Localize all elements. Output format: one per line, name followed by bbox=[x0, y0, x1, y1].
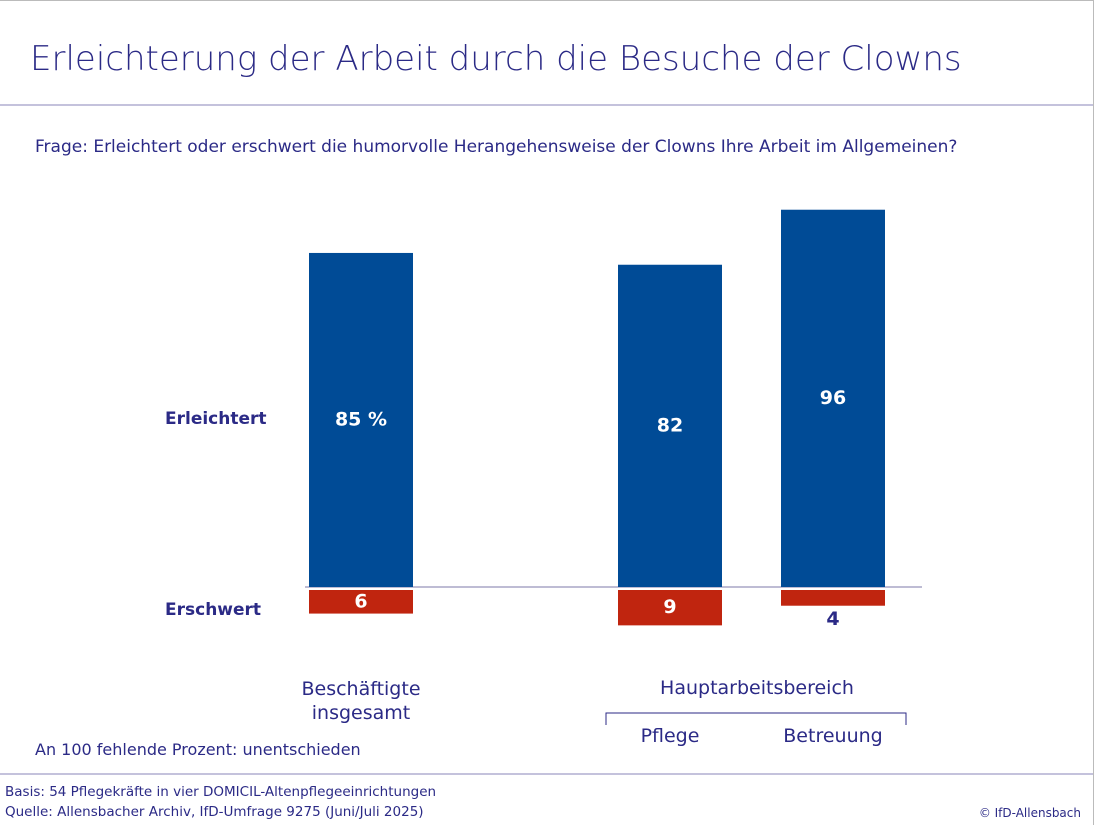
value-label: 82 bbox=[657, 414, 683, 436]
bar bbox=[781, 209, 885, 587]
value-label: 96 bbox=[820, 387, 846, 409]
note: An 100 fehlende Prozent: unentschieden bbox=[35, 740, 361, 759]
footer-line: Quelle: Allensbacher Archiv, IfD-Umfrage… bbox=[5, 804, 424, 820]
chart-title: Erleichterung der Arbeit durch die Besuc… bbox=[30, 39, 962, 79]
bar bbox=[309, 590, 413, 614]
bar bbox=[781, 590, 885, 606]
x-tick-label: Beschäftigte insgesamt bbox=[301, 678, 421, 724]
footer-line: Basis: 54 Pflegekräfte in vier DOMICIL-A… bbox=[5, 784, 437, 800]
value-label: 6 bbox=[354, 590, 367, 612]
group-bracket bbox=[605, 712, 907, 725]
legend-label: Erleichtert bbox=[165, 409, 267, 429]
copyright: © IfD-Allensbach bbox=[978, 806, 1081, 820]
bar bbox=[309, 252, 413, 587]
value-label: 85 % bbox=[335, 408, 387, 430]
group-label: Hauptarbeitsbereich bbox=[660, 677, 854, 699]
value-label: 9 bbox=[663, 596, 676, 618]
subtitle: Frage: Erleichtert oder erschwert die hu… bbox=[35, 137, 958, 157]
value-label: 4 bbox=[826, 608, 839, 630]
x-tick-label: Betreuung bbox=[783, 725, 883, 747]
bar bbox=[618, 264, 722, 587]
legend-label: Erschwert bbox=[165, 600, 262, 620]
x-tick-label: Pflege bbox=[640, 725, 700, 747]
bar bbox=[618, 590, 722, 626]
